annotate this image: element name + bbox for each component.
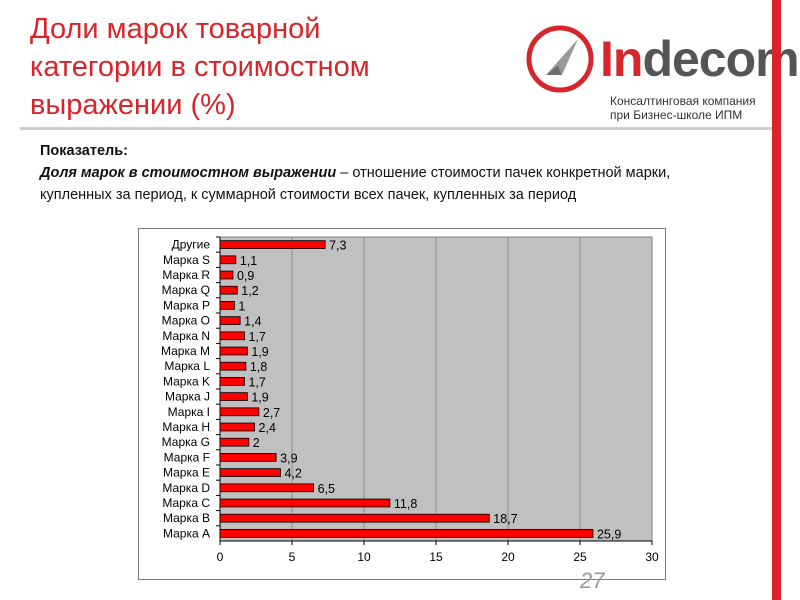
bar (219, 437, 250, 447)
category-label: Марка H (162, 420, 210, 434)
category-label: Марка P (163, 298, 210, 312)
bar (219, 316, 241, 325)
bar (219, 255, 237, 265)
bar (219, 285, 238, 295)
category-label: Марка E (163, 466, 210, 480)
x-tick-label: 30 (645, 550, 659, 564)
category-label: Марка B (163, 511, 210, 525)
bar (219, 331, 245, 341)
category-label: Марка F (164, 450, 210, 464)
data-label: 25,9 (597, 527, 621, 541)
logo-wordmark-accent: In (600, 31, 643, 87)
bar (219, 346, 248, 356)
logo-wordmark: Indecom (600, 30, 800, 88)
header-divider (20, 127, 772, 130)
data-label: 2,7 (263, 406, 280, 420)
bar (219, 270, 234, 280)
x-tick-label: 0 (217, 550, 224, 564)
data-label: 2 (253, 436, 260, 450)
x-tick-label: 25 (573, 550, 587, 564)
bar (219, 240, 326, 249)
bar (219, 483, 314, 493)
logo-tagline-line2: при Бизнес-школе ИПМ (610, 108, 743, 122)
data-label: 1,8 (250, 360, 267, 374)
indicator-definition: – отношение стоимости пачек конкретной м… (40, 165, 671, 203)
data-label: 1,7 (248, 330, 265, 344)
data-label: 11,8 (394, 497, 417, 511)
indicator-term: Доля марок в стоимостном выражении (40, 165, 337, 181)
category-label: Марка O (162, 314, 210, 328)
accent-side-bar (772, 0, 781, 600)
page-number: 27 (580, 568, 605, 593)
data-label: 1 (238, 299, 245, 313)
data-label: 1,4 (244, 315, 261, 329)
category-label: Марка R (162, 268, 210, 282)
data-label: 18,7 (493, 512, 517, 526)
category-label: Марка I (168, 405, 210, 419)
data-label: 1,2 (241, 284, 258, 298)
data-label: 6,5 (318, 482, 335, 496)
bar (219, 468, 281, 477)
category-label: Марка M (161, 344, 210, 358)
x-tick-label: 15 (429, 550, 443, 564)
category-label: Другие (172, 238, 211, 252)
indicator-label: Показатель: (40, 143, 128, 159)
data-label: 4,2 (284, 467, 301, 481)
indecom-logo-icon (526, 25, 594, 93)
category-label: Марка Q (162, 283, 210, 297)
bar (219, 529, 594, 538)
x-tick-label: 20 (501, 550, 515, 564)
bar (219, 422, 255, 432)
x-tick-label: 5 (289, 550, 296, 564)
bar (219, 453, 277, 462)
bar (219, 392, 248, 401)
bar (219, 513, 490, 523)
data-label: 2,4 (259, 421, 276, 435)
page-title: Доли марок товарной категории в стоимост… (30, 13, 370, 121)
brand-share-chart-svg: 0 5 10 15 20 25 30 Другие 7,3 Марка S 1,1 Марка R 0,… (161, 236, 659, 564)
category-label: Марка G (162, 435, 210, 449)
category-label: Марка L (164, 359, 210, 373)
data-label: 1,9 (251, 345, 268, 359)
bar (219, 377, 245, 386)
bar (219, 498, 391, 508)
bar (219, 407, 260, 417)
data-label: 1,1 (240, 254, 257, 268)
bar (219, 301, 235, 310)
category-label: Марка A (163, 526, 210, 540)
data-label: 1,7 (248, 375, 265, 389)
data-label: 3,9 (280, 451, 297, 465)
brand-share-chart: 0 5 10 15 20 25 30 Другие 7,3 Марка S 1,1 Марка R 0,… (138, 228, 666, 580)
category-label: Марка J (165, 390, 210, 404)
category-label: Марка N (162, 329, 210, 343)
data-label: 1,9 (251, 391, 268, 405)
bar (219, 361, 247, 371)
logo-tagline-line1: Консалтинговая компания (610, 94, 756, 108)
data-label: 7,3 (329, 239, 346, 253)
indicator-description: Показатель: Доля марок в стоимостном выр… (40, 140, 740, 206)
category-label: Марка S (163, 253, 210, 267)
data-label: 0,9 (237, 269, 254, 283)
category-label: Марка C (162, 496, 210, 510)
category-label: Марка K (163, 374, 210, 388)
x-tick-label: 10 (357, 550, 371, 564)
category-label: Марка D (162, 481, 210, 495)
